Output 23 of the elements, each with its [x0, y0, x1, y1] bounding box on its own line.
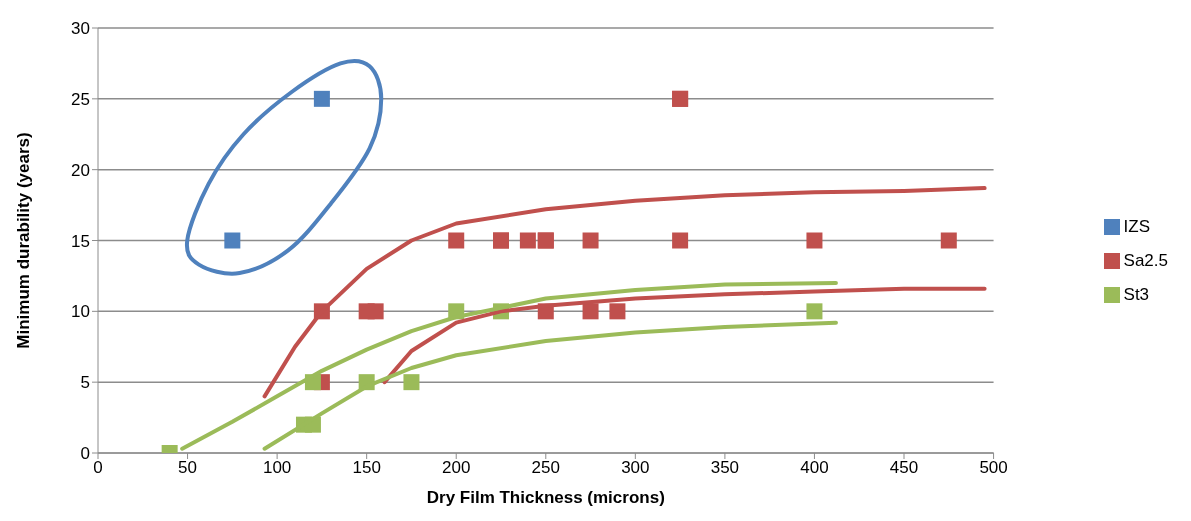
x-tick-label: 100 [262, 458, 292, 478]
x-tick-label: 450 [889, 458, 919, 478]
y-tick-label: 25 [71, 89, 90, 109]
y-axis-title: Minimum durability (years) [14, 132, 34, 349]
x-tick-label: 400 [800, 458, 829, 478]
y-tick-label: 15 [71, 231, 90, 251]
legend-label: St3 [1123, 284, 1150, 304]
x-tick-label: 0 [93, 458, 103, 478]
x-tick-label: 250 [531, 458, 560, 478]
x-axis-title: Dry Film Thickness (microns) [426, 488, 665, 507]
x-tick-label: 200 [442, 458, 471, 478]
y-tick-label: 20 [71, 160, 90, 180]
y-tick-label: 10 [71, 302, 90, 322]
y-tick-label: 5 [80, 373, 90, 393]
x-tick-label: 300 [621, 458, 650, 478]
x-tick-label: 350 [710, 458, 740, 478]
legend-label: IZS [1123, 216, 1151, 236]
legend-label: Sa2.5 [1123, 250, 1168, 270]
x-tick-label: 500 [979, 458, 1008, 478]
x-tick-label: 150 [352, 458, 381, 478]
y-tick-label: 30 [71, 19, 90, 39]
y-tick-label: 0 [80, 444, 90, 464]
x-tick-label: 50 [178, 458, 198, 478]
